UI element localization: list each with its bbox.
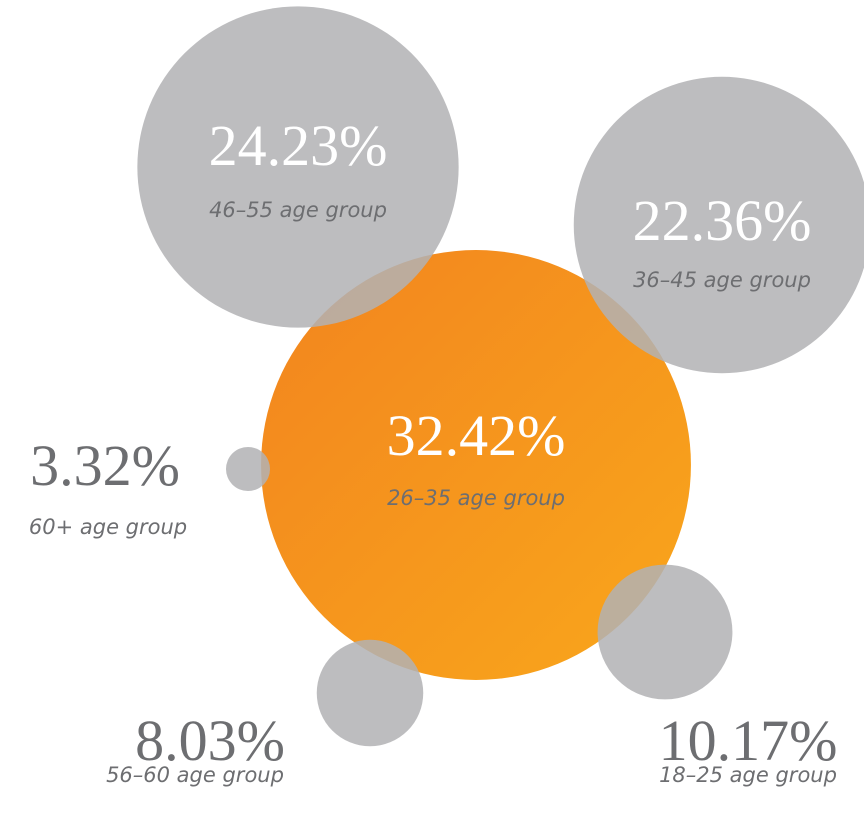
category-label: 36–45 age group — [633, 268, 811, 292]
bubble — [261, 250, 691, 680]
bubble — [597, 564, 733, 700]
value-label: 10.17% — [659, 708, 838, 773]
category-label: 56–60 age group — [106, 763, 284, 787]
category-label: 18–25 age group — [659, 763, 837, 787]
value-label: 8.03% — [135, 708, 285, 773]
bubble — [225, 446, 271, 492]
value-label: 32.42% — [387, 403, 566, 468]
value-label: 22.36% — [633, 188, 812, 253]
bubble — [137, 6, 459, 328]
value-label: 24.23% — [209, 113, 388, 178]
category-label: 46–55 age group — [209, 198, 387, 222]
category-label: 60+ age group — [29, 515, 187, 539]
bubble — [573, 76, 864, 374]
bubble — [316, 639, 424, 747]
value-label: 3.32% — [30, 433, 180, 498]
category-label: 26–35 age group — [387, 486, 565, 510]
